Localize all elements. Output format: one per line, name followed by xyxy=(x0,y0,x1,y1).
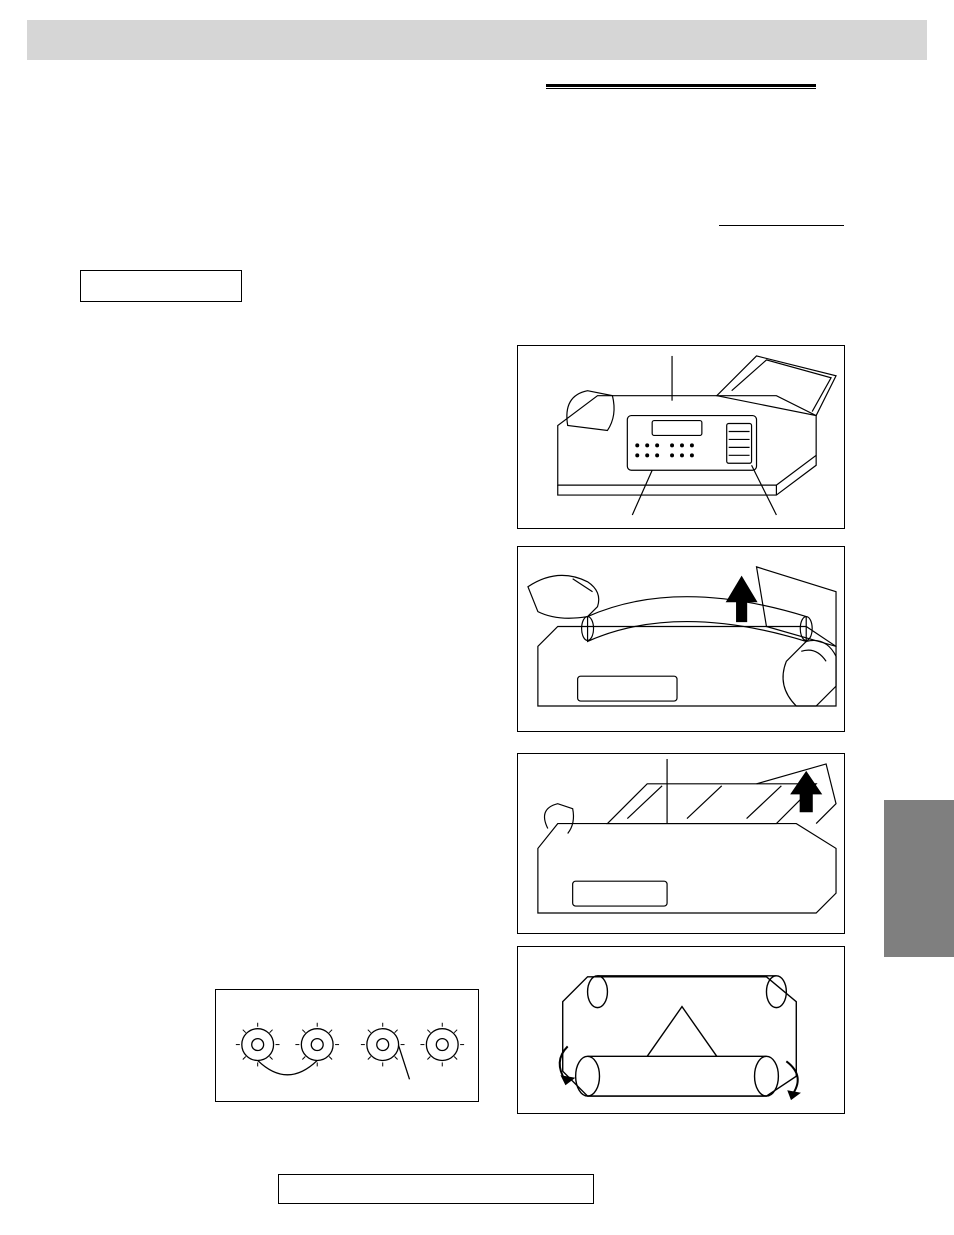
figure-remove-paper xyxy=(517,753,845,934)
figure-inset-reels xyxy=(215,989,479,1102)
reels-illustration xyxy=(216,990,478,1102)
lcd-display-box xyxy=(80,270,242,302)
text-underline xyxy=(719,225,844,226)
header-banner xyxy=(27,20,927,60)
film-cartridge-illustration xyxy=(518,947,844,1114)
fax-closed-illustration xyxy=(518,346,844,529)
figure-film-cartridge xyxy=(517,946,845,1114)
note-box xyxy=(278,1174,594,1204)
section-double-rule xyxy=(546,84,816,89)
page-root xyxy=(0,0,954,1235)
side-tab xyxy=(884,800,954,957)
open-cover-illustration xyxy=(518,547,844,732)
figure-fax-closed xyxy=(517,345,845,529)
figure-open-cover xyxy=(517,546,845,732)
remove-paper-illustration xyxy=(518,754,844,934)
